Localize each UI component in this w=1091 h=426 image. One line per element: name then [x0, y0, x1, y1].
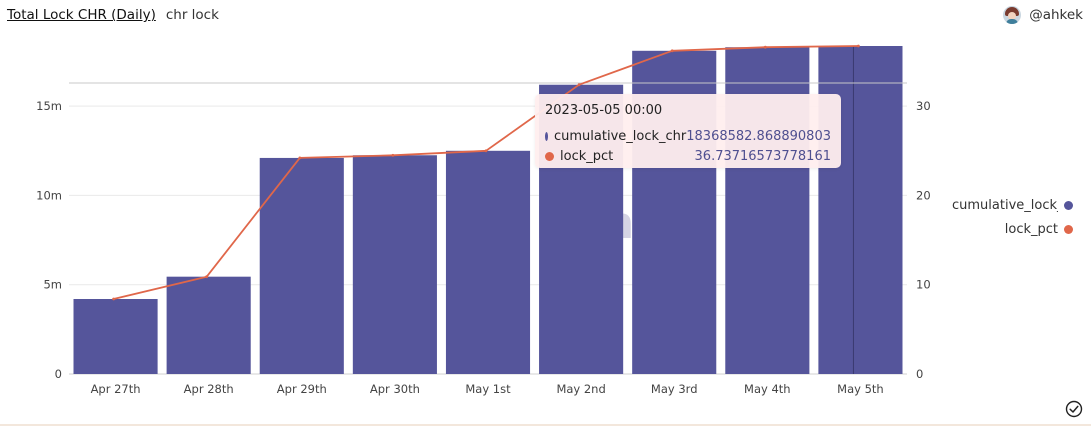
bar [259, 157, 344, 374]
tooltip-series-name: lock_pct [560, 148, 614, 164]
y-tick-right: 20 [916, 188, 931, 202]
tooltip-row-pct: lock_pct 36.73716573778161 [545, 146, 831, 166]
y-tick-left: 10m [36, 188, 62, 202]
x-tick-label: May 5th [837, 382, 884, 396]
bottom-border [0, 424, 1091, 426]
line-point [484, 149, 488, 153]
x-tick-label: Apr 28th [184, 382, 234, 396]
y-tick-right: 30 [916, 99, 931, 113]
y-tick-left: 15m [36, 99, 62, 113]
x-tick-label: May 2nd [556, 382, 605, 396]
chart-subtitle: chr lock [165, 7, 219, 23]
legend-item-pct[interactable]: lock_pct [952, 217, 1079, 241]
series-dot-line [545, 151, 554, 161]
legend-label: cumulative_lock_chr [952, 197, 1058, 213]
bar [73, 299, 158, 374]
bar [352, 155, 437, 374]
line-point [763, 45, 767, 49]
check-circle-icon[interactable] [1065, 400, 1083, 418]
x-tick-label: Apr 27th [91, 382, 141, 396]
chart-tooltip: 2023-05-05 00:00 cumulative_lock_chr 183… [535, 94, 841, 168]
line-point [577, 83, 581, 87]
chart-header: Total Lock CHR (Daily) chr lock [7, 5, 219, 25]
legend-dot-bar [1064, 200, 1073, 210]
bar [166, 276, 251, 374]
chart-title-link[interactable]: Total Lock CHR (Daily) [7, 7, 156, 23]
legend-label: lock_pct [1004, 221, 1058, 237]
x-tick-label: Apr 30th [370, 382, 420, 396]
line-point [112, 297, 115, 301]
username[interactable]: @ahkek [1029, 7, 1083, 23]
line-point [298, 156, 302, 160]
x-tick-label: May 4th [744, 382, 791, 396]
tooltip-title: 2023-05-05 00:00 [545, 103, 663, 118]
line-point [391, 153, 395, 157]
tooltip-row-cumulative: cumulative_lock_chr 18368582.868890803 [545, 126, 831, 146]
y-tick-left: 5m [43, 278, 62, 292]
tooltip-series-name: cumulative_lock_chr [554, 128, 687, 144]
user-badge[interactable]: @ahkek [1003, 5, 1083, 25]
line-point [670, 49, 674, 53]
chart-legend: cumulative_lock_chr lock_pct [952, 193, 1079, 241]
legend-dot-line [1064, 224, 1073, 234]
bar [445, 150, 531, 374]
line-point [857, 44, 860, 48]
tooltip-series-value: 18368582.868890803 [686, 128, 831, 144]
x-tick-label: May 1st [465, 382, 511, 396]
y-tick-right: 10 [916, 278, 931, 292]
series-dot-bar [545, 131, 548, 141]
line-point [205, 275, 209, 279]
y-tick-right: 0 [916, 367, 923, 381]
legend-item-cumulative[interactable]: cumulative_lock_chr [952, 193, 1079, 217]
tooltip-series-value: 36.73716573778161 [694, 148, 831, 164]
x-tick-label: Apr 29th [277, 382, 327, 396]
y-tick-left: 0 [55, 367, 62, 381]
x-tick-label: May 3rd [651, 382, 698, 396]
avatar-icon [1003, 6, 1022, 24]
